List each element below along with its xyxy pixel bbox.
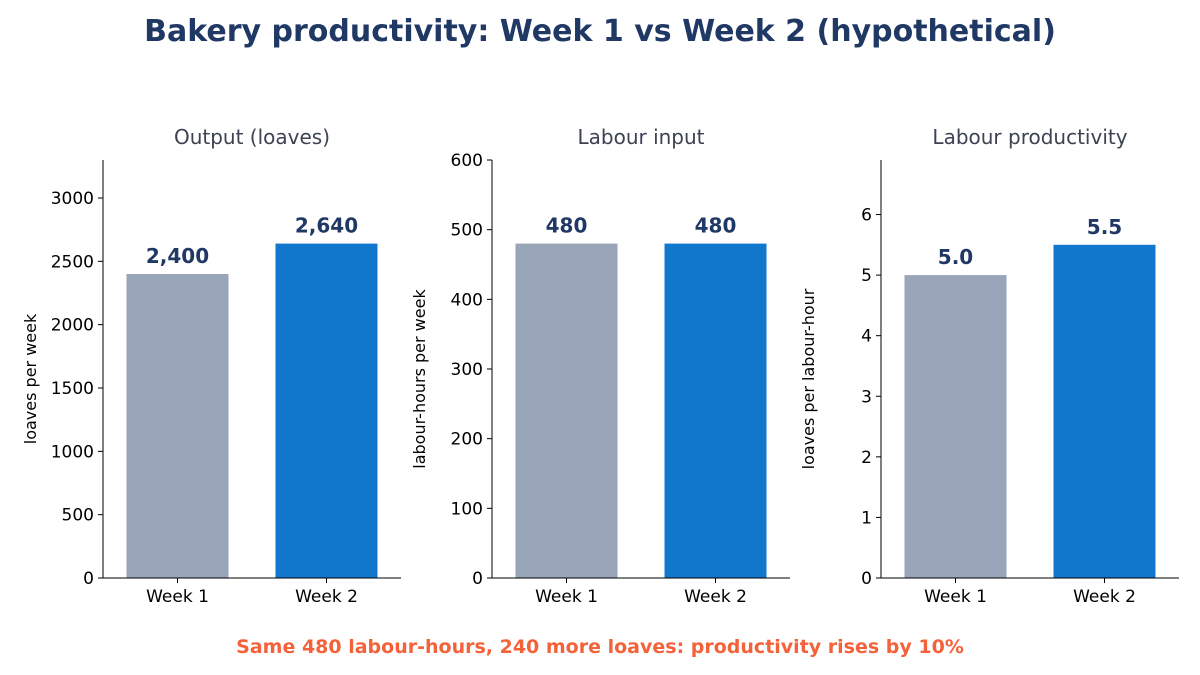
y-tick-label: 100 [451,499,483,519]
bar-week-2 [275,243,378,578]
y-tick-label: 0 [83,569,94,589]
y-tick-label: 0 [472,569,483,589]
y-tick-label: 1000 [51,442,94,462]
y-tick-label: 300 [451,360,483,380]
data-label: 480 [546,214,588,238]
data-label: 5.5 [1087,215,1122,239]
y-tick-label: 3 [861,387,872,407]
chart-panel-1: 2,400 Week 1 2,640 Week 2 0 500 1000 1500 2000 25… [21,125,401,607]
x-tick-label: Week 1 [924,587,987,607]
y-tick-label: 6 [861,206,872,226]
x-tick-label: Week 2 [295,587,358,607]
bar-week-2 [1053,244,1156,579]
y-tick-label: 400 [451,290,483,310]
panel-title: Labour productivity [932,125,1127,149]
y-tick-label: 2 [861,448,872,468]
x-tick-label: Week 1 [535,587,598,607]
panel-title: Labour input [577,125,704,149]
chart-footnote: Same 480 labour-hours, 240 more loaves: … [236,636,964,658]
y-axis-label: loaves per labour-hour [799,288,818,469]
x-tick-label: Week 1 [146,587,209,607]
chart-panel-2: 480 Week 1 480 Week 2 0 100 200 300 400 500 600 lab… [410,125,790,607]
x-tick-label: Week 2 [684,587,747,607]
y-tick-label: 500 [62,506,94,526]
y-axis-label: loaves per week [21,313,40,444]
y-tick-label: 4 [861,327,872,347]
bar-week-1 [126,274,229,578]
y-tick-label: 3000 [51,189,94,209]
chart-title: Bakery productivity: Week 1 vs Week 2 (h… [144,14,1056,49]
data-label: 2,640 [295,214,358,238]
y-tick-label: 0 [861,569,872,589]
y-tick-label: 200 [451,430,483,450]
y-axis-label: labour-hours per week [410,289,429,469]
y-tick-label: 500 [451,221,483,241]
y-tick-label: 1500 [51,379,94,399]
data-label: 2,400 [146,244,209,268]
data-label: 480 [695,214,737,238]
bar-week-2 [664,243,767,578]
y-tick-label: 600 [451,151,483,171]
chart-panel-3: 5.0 Week 1 5.5 Week 2 0 1 2 3 4 5 6 loaves per labo… [799,125,1179,607]
bar-week-1 [515,243,618,578]
x-tick-label: Week 2 [1073,587,1136,607]
y-tick-label: 2000 [51,316,94,336]
y-tick-label: 1 [861,508,872,528]
y-tick-label: 5 [861,266,872,286]
bar-week-1 [904,275,1007,578]
panel-title: Output (loaves) [174,125,330,149]
data-label: 5.0 [938,245,973,269]
y-tick-label: 2500 [51,252,94,272]
